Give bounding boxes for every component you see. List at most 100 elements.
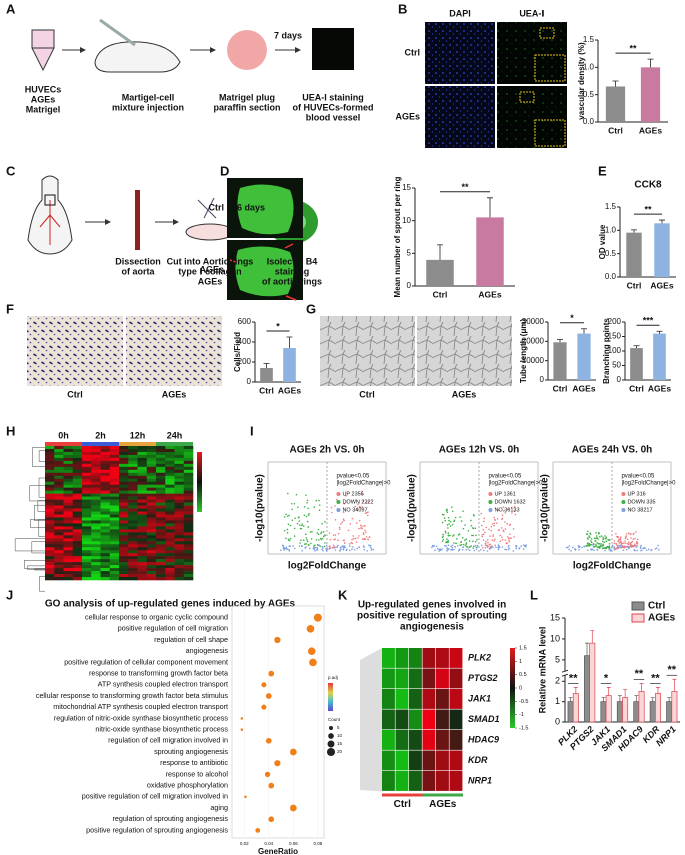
- heatmap-texture: [174, 463, 185, 468]
- volcano-texture: [600, 543, 603, 545]
- volcano-texture: [329, 545, 331, 548]
- significance: **: [644, 204, 652, 214]
- heatmap-texture: [128, 499, 138, 503]
- volcano-texture: [321, 522, 323, 525]
- heatmap-texture: [174, 481, 185, 486]
- volcano-texture: [491, 523, 494, 525]
- size-legend: [328, 725, 334, 731]
- heatmap-cell: [449, 668, 463, 689]
- volcano-texture: [447, 527, 449, 529]
- heatmap-texture: [156, 520, 166, 524]
- heatmap-texture: [183, 454, 194, 459]
- volcano-texture: [615, 532, 617, 535]
- heatmap-texture: [137, 484, 148, 488]
- heatmap-texture: [82, 446, 92, 450]
- y-tick-label: regulation of cell migration involved in: [108, 736, 228, 745]
- volcano-texture: [488, 548, 491, 550]
- heatmap-texture: [45, 544, 55, 548]
- dendrogram: [29, 485, 45, 502]
- heatmap-texture: [100, 550, 111, 554]
- heatmap-texture: [137, 466, 148, 471]
- heatmap-texture: [119, 502, 129, 506]
- heatmap-texture: [72, 514, 83, 518]
- volcano-texture: [633, 549, 635, 551]
- volcano-texture: [457, 534, 460, 536]
- row-label: HDAC9: [468, 735, 499, 745]
- volcano-texture: [313, 506, 316, 508]
- heatmap-texture: [109, 502, 120, 506]
- legend-swatch: [488, 508, 493, 512]
- heatmap-texture: [174, 502, 185, 506]
- heatmap-texture: [174, 520, 185, 524]
- volcano-texture: [592, 544, 594, 546]
- heatmap-texture: [91, 499, 101, 503]
- heatmap-texture: [100, 460, 111, 465]
- heatmap-texture: [100, 496, 111, 500]
- heatmap-texture: [109, 577, 120, 581]
- volcano-texture: [359, 506, 362, 509]
- heatmap-texture: [109, 541, 120, 545]
- heatmap-texture: [72, 490, 83, 494]
- volcano-texture: [589, 536, 591, 539]
- panel-b-micrographs: [425, 22, 495, 84]
- panel-b-micrographs: [425, 22, 567, 148]
- legend-label: UP 1361: [494, 491, 515, 497]
- volcano-texture: [333, 547, 336, 549]
- y-axis-label: Branching points: [602, 318, 611, 384]
- y-tick-label: 1.0: [583, 62, 595, 71]
- heatmap-texture: [45, 565, 55, 569]
- chart-title: angiogenesis: [400, 622, 464, 633]
- heatmap-texture: [156, 511, 166, 515]
- volcano-texture: [624, 540, 626, 542]
- volcano-texture: [363, 546, 366, 549]
- heatmap-texture: [183, 565, 194, 569]
- colorbar: [510, 648, 515, 728]
- heatmap-texture: [119, 541, 129, 545]
- heatmap-texture: [128, 463, 138, 468]
- volcano-texture: [303, 543, 306, 545]
- significance: **: [629, 44, 637, 54]
- heatmap-texture: [91, 556, 101, 560]
- volcano-texture: [615, 542, 617, 545]
- volcano-texture: [636, 549, 638, 552]
- heatmap-texture: [45, 466, 55, 471]
- heatmap-texture: [72, 493, 83, 497]
- heatmap-texture: [109, 505, 120, 509]
- heatmap-texture: [165, 508, 175, 512]
- heatmap-texture: [91, 484, 101, 488]
- heatmap-texture: [72, 511, 83, 515]
- heatmap-texture: [137, 529, 148, 533]
- volcano-texture: [287, 523, 290, 526]
- volcano-texture: [366, 550, 369, 552]
- volcano-texture: [364, 529, 366, 532]
- heatmap-texture: [109, 487, 120, 491]
- volcano-texture: [328, 547, 331, 549]
- heatmap-texture: [91, 454, 101, 459]
- volcano-texture: [586, 537, 589, 539]
- heatmap-texture: [183, 550, 194, 554]
- volcano-texture: [363, 548, 366, 551]
- heatmap-texture: [174, 526, 185, 530]
- plot-frame: [231, 605, 325, 839]
- volcano-texture: [493, 516, 496, 519]
- bar: [671, 691, 678, 723]
- panel-label: G: [306, 301, 316, 316]
- volcano-texture: [473, 549, 476, 552]
- dendrogram: [34, 504, 45, 521]
- heatmap-texture: [109, 448, 120, 453]
- heatmap-texture: [109, 514, 120, 518]
- heatmap-texture: [174, 532, 185, 536]
- heatmap-texture: [72, 505, 83, 509]
- x-tick-label: Ctrl: [259, 385, 274, 395]
- volcano-texture: [619, 545, 622, 547]
- volcano-texture: [574, 547, 576, 550]
- heatmap-texture: [146, 574, 157, 578]
- heatmap-texture: [137, 505, 148, 509]
- step-label: Martigel-cell: [122, 92, 175, 102]
- volcano-texture: [284, 547, 286, 550]
- y-tick-label: 5: [555, 654, 560, 664]
- heatmap-texture: [119, 574, 129, 578]
- volcano-texture: [354, 505, 357, 508]
- volcano-texture: [507, 545, 509, 548]
- volcano-texture: [605, 540, 608, 543]
